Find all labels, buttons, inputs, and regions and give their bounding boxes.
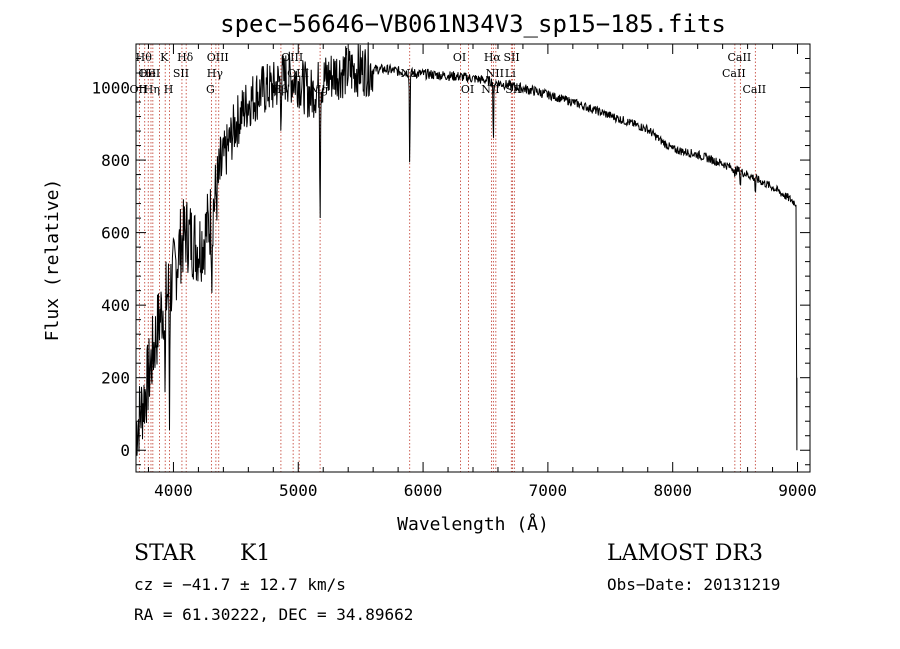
y-axis-label: Flux (relative): [42, 179, 63, 342]
object-subclass: K1: [240, 541, 270, 566]
line-marker-label-26: CaII: [722, 67, 746, 80]
line-marker-label-3: HeI: [140, 67, 160, 80]
line-marker-label-12: OIII: [207, 51, 229, 64]
line-marker-label-14: OIII: [281, 51, 303, 64]
redshift-cz: cz = −41.7 ± 12.7 km/s: [134, 575, 346, 594]
line-marker-label-6: K: [160, 51, 169, 64]
y-tick-label: 600: [101, 224, 130, 243]
y-tick-label: 400: [101, 296, 130, 315]
y-tick-label: 1000: [91, 79, 130, 98]
x-tick-label: 5000: [279, 481, 318, 500]
plot-frame: [135, 43, 811, 473]
coordinates: RA = 61.30222, DEC = 34.89662: [134, 605, 413, 624]
x-tick-label: 7000: [529, 481, 568, 500]
line-marker-label-7: H: [164, 83, 174, 96]
line-marker-label-22: NII: [486, 67, 504, 80]
y-tick-label: 200: [101, 369, 130, 388]
x-axis-ticks: 4000 5000 6000 7000 8000 9000: [147, 44, 817, 500]
line-marker-label-11: Hγ: [207, 67, 224, 80]
line-marker-label-17: Na: [401, 67, 418, 80]
x-tick-label: 8000: [653, 481, 692, 500]
line-marker-label-8: SII: [173, 67, 189, 80]
x-tick-label: 9000: [778, 481, 817, 500]
line-marker-label-2: OII: [138, 67, 156, 80]
y-tick-label: 0: [120, 441, 130, 460]
line-marker-label-19: OI: [461, 83, 474, 96]
y-axis-ticks: 0 200 400 600 800 1000: [91, 58, 810, 466]
x-axis-label: Wavelength (Å): [397, 513, 549, 535]
line-marker-label-10: G: [206, 83, 215, 96]
object-class: STAR: [134, 541, 196, 566]
chart-title: spec−56646−VB061N34V3_sp15−185.fits: [220, 10, 726, 38]
line-marker-label-20: NII: [481, 83, 499, 96]
line-marker-label-9: Hδ: [177, 51, 194, 64]
line-marker-label-4: Hη: [144, 83, 160, 96]
survey-name: LAMOST DR3: [607, 541, 763, 566]
spectrum-line: [135, 42, 798, 456]
line-marker-label-23: Li: [505, 67, 516, 80]
obs-date: Obs−Date: 20131219: [607, 575, 780, 594]
x-tick-label: 6000: [404, 481, 443, 500]
x-tick-label: 4000: [154, 481, 193, 500]
line-marker-label-0: OII: [130, 83, 148, 96]
line-marker-labels: OIIHθOIIHeIHηKHSIIHδGHγOIIIHβOIIIOIIIMgN…: [130, 51, 767, 96]
line-marker-label-24: SII: [503, 51, 519, 64]
line-marker-label-28: CaII: [742, 83, 766, 96]
line-marker-label-21: Hα: [484, 51, 502, 64]
line-markers: [138, 44, 756, 472]
y-tick-label: 800: [101, 151, 130, 170]
line-marker-label-1: Hθ: [136, 51, 153, 64]
line-marker-label-27: CaII: [728, 51, 752, 64]
line-marker-label-18: OI: [453, 51, 466, 64]
